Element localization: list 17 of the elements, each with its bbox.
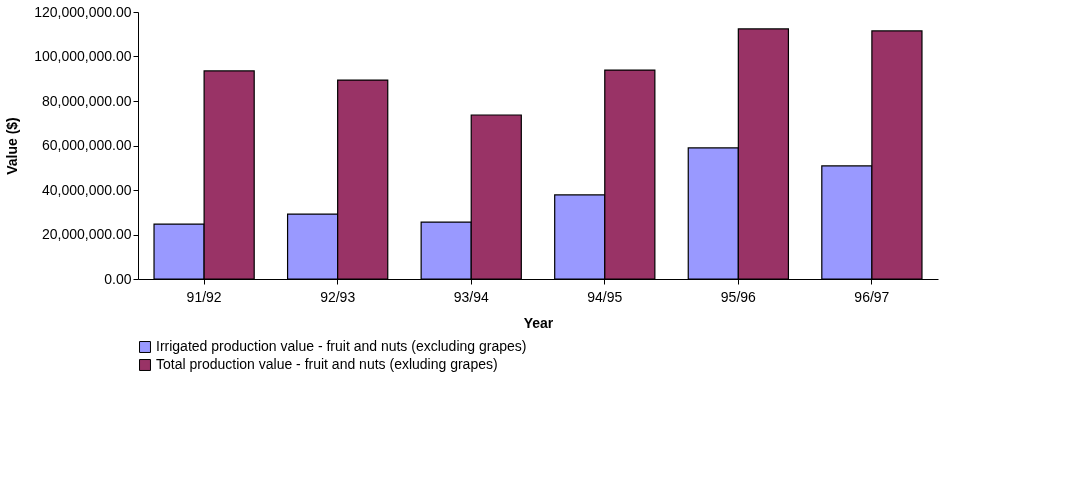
y-tick-label: 40,000,000.00 (41, 181, 132, 198)
y-tick-label: 120,000,000.00 (34, 3, 132, 20)
x-tick-label: 91/92 (186, 288, 222, 305)
y-tick-label: 80,000,000.00 (41, 92, 132, 109)
x-tick-label: 96/97 (854, 288, 890, 305)
y-tick-label: 0.00 (104, 270, 132, 287)
x-tick-label: 92/93 (320, 288, 356, 305)
y-tick-label: 20,000,000.00 (41, 226, 132, 242)
y-axis-title: Value ($) (4, 117, 21, 175)
x-tick-label: 93/94 (453, 288, 489, 305)
legend-label: Irrigated production value - fruit and nuts (excluding grapes) (156, 338, 527, 354)
legend-label: Total production value - fruit and nuts (exluding grapes) (156, 356, 498, 372)
y-tick-label: 60,000,000.00 (41, 137, 132, 153)
x-axis-title: Year (523, 314, 554, 331)
x-tick-label: 94/95 (587, 288, 623, 305)
x-tick-label: 95/96 (720, 288, 757, 305)
y-tick-label: 100,000,000.00 (34, 48, 132, 64)
